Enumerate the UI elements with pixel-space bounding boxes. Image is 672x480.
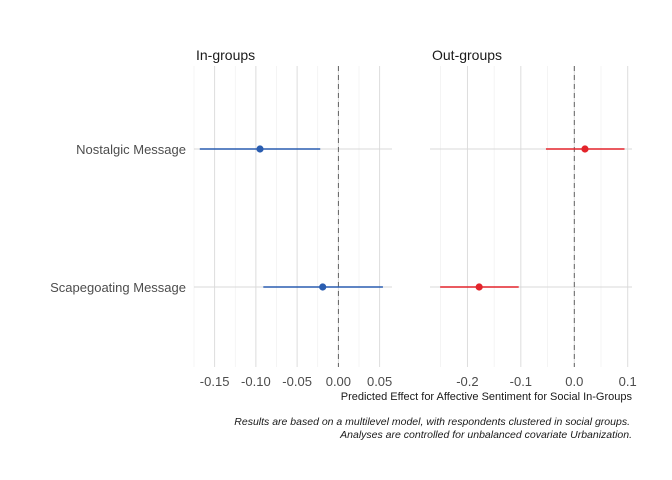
point-scapegoating-message bbox=[319, 283, 327, 291]
panel-in-groups: -0.15 -0.10 -0.05 0.00 0.05 In-groups bbox=[193, 47, 392, 389]
x-tick-label: 0.1 bbox=[619, 374, 637, 389]
point-nostalgic-message bbox=[256, 145, 264, 153]
x-tick-label: 0.0 bbox=[565, 374, 583, 389]
x-tick-label: -0.05 bbox=[282, 374, 312, 389]
y-tick-label-nostalgic-message: Nostalgic Message bbox=[76, 142, 186, 157]
y-tick-label-scapegoating-message: Scapegoating Message bbox=[50, 280, 186, 295]
x-axis-label: Predicted Effect for Affective Sentiment… bbox=[341, 391, 633, 403]
panel-title: In-groups bbox=[196, 47, 255, 63]
x-tick-label: -0.15 bbox=[200, 374, 230, 389]
point-nostalgic-message bbox=[581, 145, 589, 153]
y-axis-labels: Nostalgic Message Scapegoating Message bbox=[50, 142, 186, 295]
x-tick-label: 0.05 bbox=[367, 374, 392, 389]
caption-line-1: Results are based on a multilevel model,… bbox=[234, 416, 630, 428]
caption-line-2: Analyses are controlled for unbalanced c… bbox=[339, 429, 632, 441]
x-tick-label: -0.10 bbox=[241, 374, 271, 389]
x-tick-label: -0.1 bbox=[510, 374, 532, 389]
point-scapegoating-message bbox=[475, 283, 483, 291]
x-tick-label: -0.2 bbox=[456, 374, 478, 389]
panel-out-groups: -0.2 -0.1 0.0 0.1 Out-groups bbox=[430, 47, 637, 389]
panel-title: Out-groups bbox=[432, 47, 502, 63]
x-tick-label: 0.00 bbox=[326, 374, 351, 389]
